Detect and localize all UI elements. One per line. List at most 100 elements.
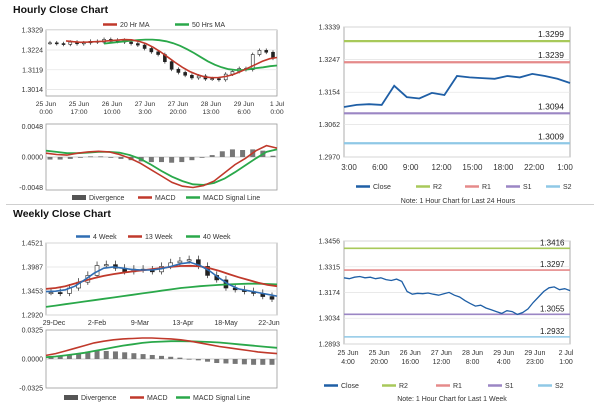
- hourly-sr-x-tick: 15:00: [462, 163, 483, 172]
- weekly-divergence-bar: [186, 358, 192, 360]
- weekly-divergence-bar: [48, 357, 54, 359]
- legend-weekly-signal-label: MACD Signal Line: [193, 395, 250, 402]
- hourly-x-tick-date: 26 Jun: [102, 101, 123, 108]
- hourly-sr-x-tick: 6:00: [372, 163, 388, 172]
- legend-13-week-label: 13 Week: [145, 234, 173, 241]
- weekly-divergence-bar: [241, 359, 247, 365]
- weekly-sr-x-tick-time: 20:00: [370, 359, 388, 366]
- legend-weekly-macd-label: MACD: [147, 395, 168, 402]
- weekly-divergence-bar: [85, 351, 91, 359]
- hourly-x-tick-date: 27 Jun: [135, 101, 156, 108]
- weekly-divergence-bar: [149, 354, 155, 359]
- weekly-sr-y-tick: 1.3174: [319, 290, 341, 297]
- hourly-price-y-tick: 1.3014: [22, 87, 44, 94]
- weekly-divergence-bar: [260, 359, 266, 365]
- section-divider: [6, 204, 594, 205]
- weekly-level-s2-value: 1.2932: [540, 327, 565, 336]
- weekly-divergence-bar: [232, 359, 238, 364]
- hourly-price-y-tick: 1.3119: [22, 67, 43, 74]
- hourly-divergence-bar: [57, 157, 63, 160]
- weekly-macd-y-tick: -0.0325: [19, 386, 43, 393]
- weekly-price-y-tick: 1.3453: [22, 289, 44, 296]
- hourly-x-tick-time: 13:00: [202, 109, 219, 116]
- hourly-macd-y-tick: 0.0000: [22, 155, 44, 162]
- hourly-candle: [250, 54, 255, 70]
- weekly-divergence-bar: [131, 353, 137, 359]
- hourly-sr-x-tick: 3:00: [341, 163, 357, 172]
- hourly-macd-y-tick: -0.0048: [19, 185, 43, 192]
- legend-hourly-sr-r2-label: R2: [433, 184, 442, 191]
- hourly-sr-y-tick: 1.3339: [319, 25, 341, 32]
- hourly-candle: [149, 48, 154, 53]
- weekly-divergence-bar: [195, 359, 201, 361]
- weekly-divergence-bar: [159, 355, 164, 359]
- hourly-20hr-ma-line: [65, 38, 278, 79]
- legend-40-week-label: 40 Week: [203, 234, 231, 241]
- weekly-x-tick: 18-May: [214, 320, 238, 327]
- weekly-chart-title: Weekly Close Chart: [13, 208, 111, 220]
- weekly-macd-y-tick: 0.0325: [22, 328, 44, 335]
- hourly-x-tick-time: 0:00: [39, 109, 52, 116]
- weekly-sr-y-tick: 1.3456: [319, 239, 341, 246]
- weekly-x-tick: 29-Dec: [43, 320, 66, 327]
- weekly-price-y-tick: 1.2920: [22, 313, 44, 320]
- legend-weekly-divergence-label: Divergence: [81, 395, 117, 402]
- legend-hourly-sr-close-label: Close: [373, 184, 391, 191]
- weekly-x-tick: 22-Jun: [258, 320, 280, 327]
- hourly-divergence-bar: [179, 157, 185, 163]
- weekly-sr-x-tick-date: 26 Jun: [400, 350, 421, 357]
- hourly-x-tick-date: 25 Jun: [36, 101, 57, 108]
- hourly-x-tick-time: 20:00: [169, 109, 186, 116]
- hourly-divergence-bar: [209, 155, 215, 157]
- hourly-x-tick-date: 29 Jun: [234, 101, 255, 108]
- hourly-candle: [48, 42, 52, 45]
- hourly-x-tick-date: 1 Jul: [270, 101, 285, 108]
- hourly-candle: [169, 61, 174, 70]
- hourly-candle: [210, 78, 214, 80]
- hourly-sr-y-tick: 1.3062: [319, 122, 341, 129]
- weekly-macd-line: [45, 337, 278, 357]
- weekly-sr-x-tick-time: 23:00: [526, 359, 544, 366]
- weekly-candle: [57, 292, 63, 295]
- hourly-x-tick-time: 17:00: [70, 109, 87, 116]
- hourly-sr-x-tick: 22:00: [524, 163, 545, 172]
- hourly-price-y-tick: 1.3224: [22, 47, 44, 54]
- hourly-sr-x-tick: 1:00: [557, 163, 573, 172]
- hourly-candle: [68, 41, 73, 45]
- weekly-divergence-bar: [112, 351, 118, 359]
- hourly-divergence-bar: [229, 149, 235, 157]
- weekly-sr-y-tick: 1.3034: [319, 316, 341, 323]
- hourly-sr-y-tick: 1.3247: [319, 57, 341, 64]
- legend-hourly-sr-s1-label: S1: [523, 184, 532, 191]
- legend-hourly-sr-r1-label: R1: [482, 184, 491, 191]
- hourly-x-tick-time: 0:00: [270, 109, 283, 116]
- legend-4-week-label: 4 Week: [93, 234, 117, 241]
- weekly-macd-y-tick: 0.0000: [22, 357, 44, 364]
- weekly-divergence-bar: [223, 359, 229, 364]
- legend-20hr-ma-label: 20 Hr MA: [120, 22, 150, 29]
- hourly-macd-y-tick: 0.0048: [22, 124, 44, 131]
- weekly-candle: [186, 259, 192, 262]
- hourly-close-line: [343, 72, 571, 108]
- hourly-candle: [61, 43, 66, 45]
- hourly-level-r2-value: 1.3299: [538, 29, 564, 39]
- weekly-divergence-bar: [122, 352, 128, 359]
- hourly-sr-note: Note: 1 Hour Chart for Last 24 Hours: [401, 198, 516, 205]
- hourly-divergence-bar: [270, 155, 276, 157]
- weekly-divergence-bar: [168, 356, 174, 359]
- weekly-divergence-bar: [94, 350, 100, 359]
- legend-weekly-sr-r2-label: R2: [399, 383, 408, 390]
- hourly-divergence-bar: [47, 157, 53, 160]
- hourly-divergence-bar: [199, 157, 205, 158]
- weekly-macd-signal-line: [45, 340, 278, 359]
- weekly-divergence-bar: [205, 359, 211, 362]
- hourly-divergence-bar: [169, 157, 175, 163]
- hourly-divergence-bar: [77, 157, 83, 158]
- hourly-divergence-bar: [240, 150, 246, 157]
- weekly-sr-x-tick-date: 29 Jun: [524, 350, 545, 357]
- legend-hourly-divergence-swatch: [72, 195, 86, 200]
- hourly-x-tick-date: 25 Jun: [69, 101, 90, 108]
- weekly-divergence-bar: [177, 357, 183, 359]
- weekly-sr-x-tick-date: 27 Jun: [431, 350, 452, 357]
- weekly-divergence-bar: [76, 353, 82, 359]
